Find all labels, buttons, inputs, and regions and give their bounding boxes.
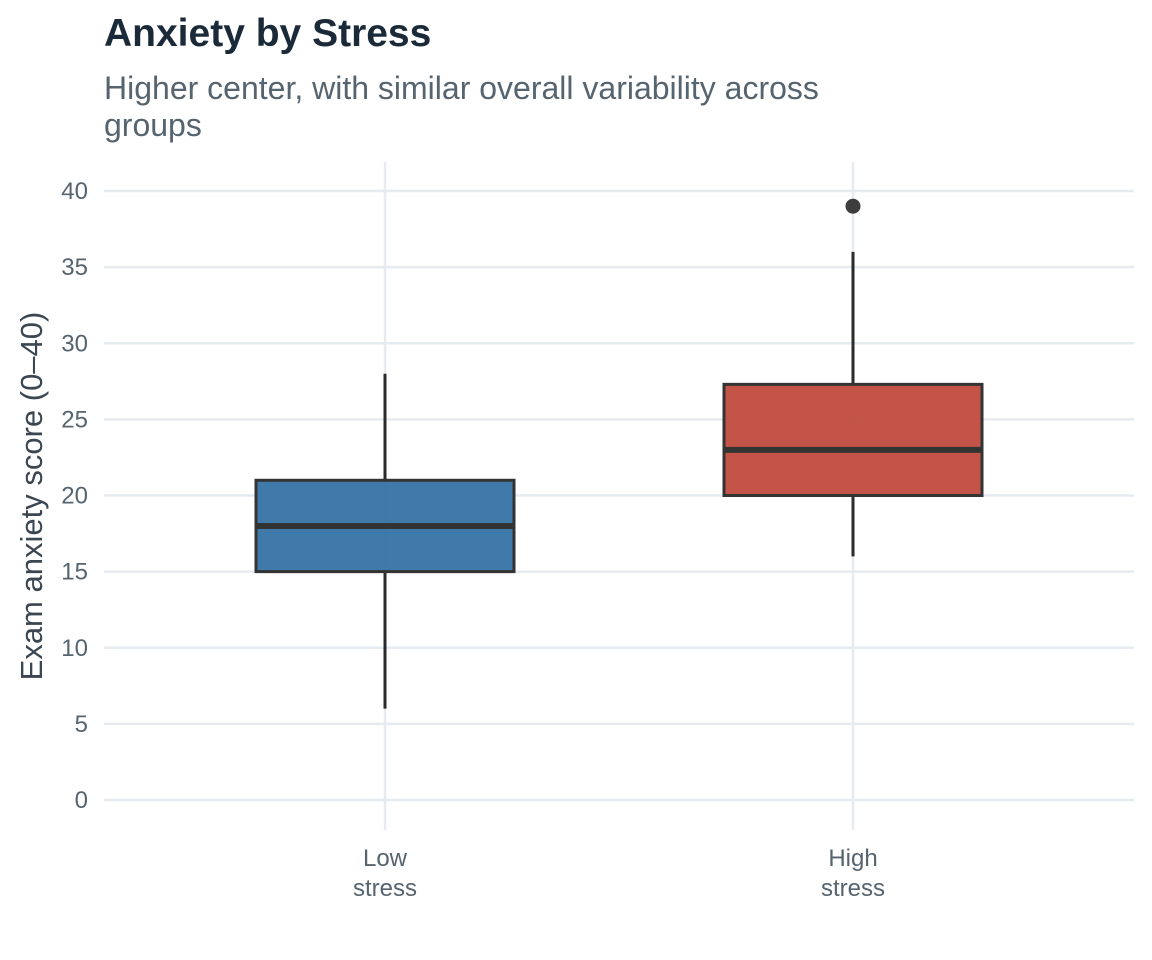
y-tick-label: 15 xyxy=(61,559,88,586)
y-tick-label: 40 xyxy=(61,178,88,205)
box-iqr xyxy=(722,382,984,498)
chart-subtitle: Higher center, with similar overall vari… xyxy=(104,70,819,143)
y-tick-label: 30 xyxy=(61,330,88,357)
y-tick-label: 20 xyxy=(61,483,88,510)
y-axis-title: Exam anxiety score (0–40) xyxy=(14,312,49,681)
y-tick-label: 0 xyxy=(75,787,88,814)
y-tick-label: 10 xyxy=(61,635,88,662)
box-group xyxy=(722,198,984,557)
y-axis-ticks: 0 5 10 15 20 25 30 35 40 xyxy=(61,178,88,814)
y-tick-label: 25 xyxy=(61,406,88,433)
x-tick-label: Low stress xyxy=(353,845,417,902)
chart-title: Anxiety by Stress xyxy=(104,12,432,55)
x-tick-label: High stress xyxy=(821,845,885,902)
boxes xyxy=(254,198,984,709)
y-tick-label: 5 xyxy=(75,711,88,738)
y-tick-label: 35 xyxy=(61,254,88,281)
x-axis-ticks: Low stress High stress xyxy=(353,845,885,902)
box-group xyxy=(254,373,516,709)
outlier-point xyxy=(845,198,861,214)
